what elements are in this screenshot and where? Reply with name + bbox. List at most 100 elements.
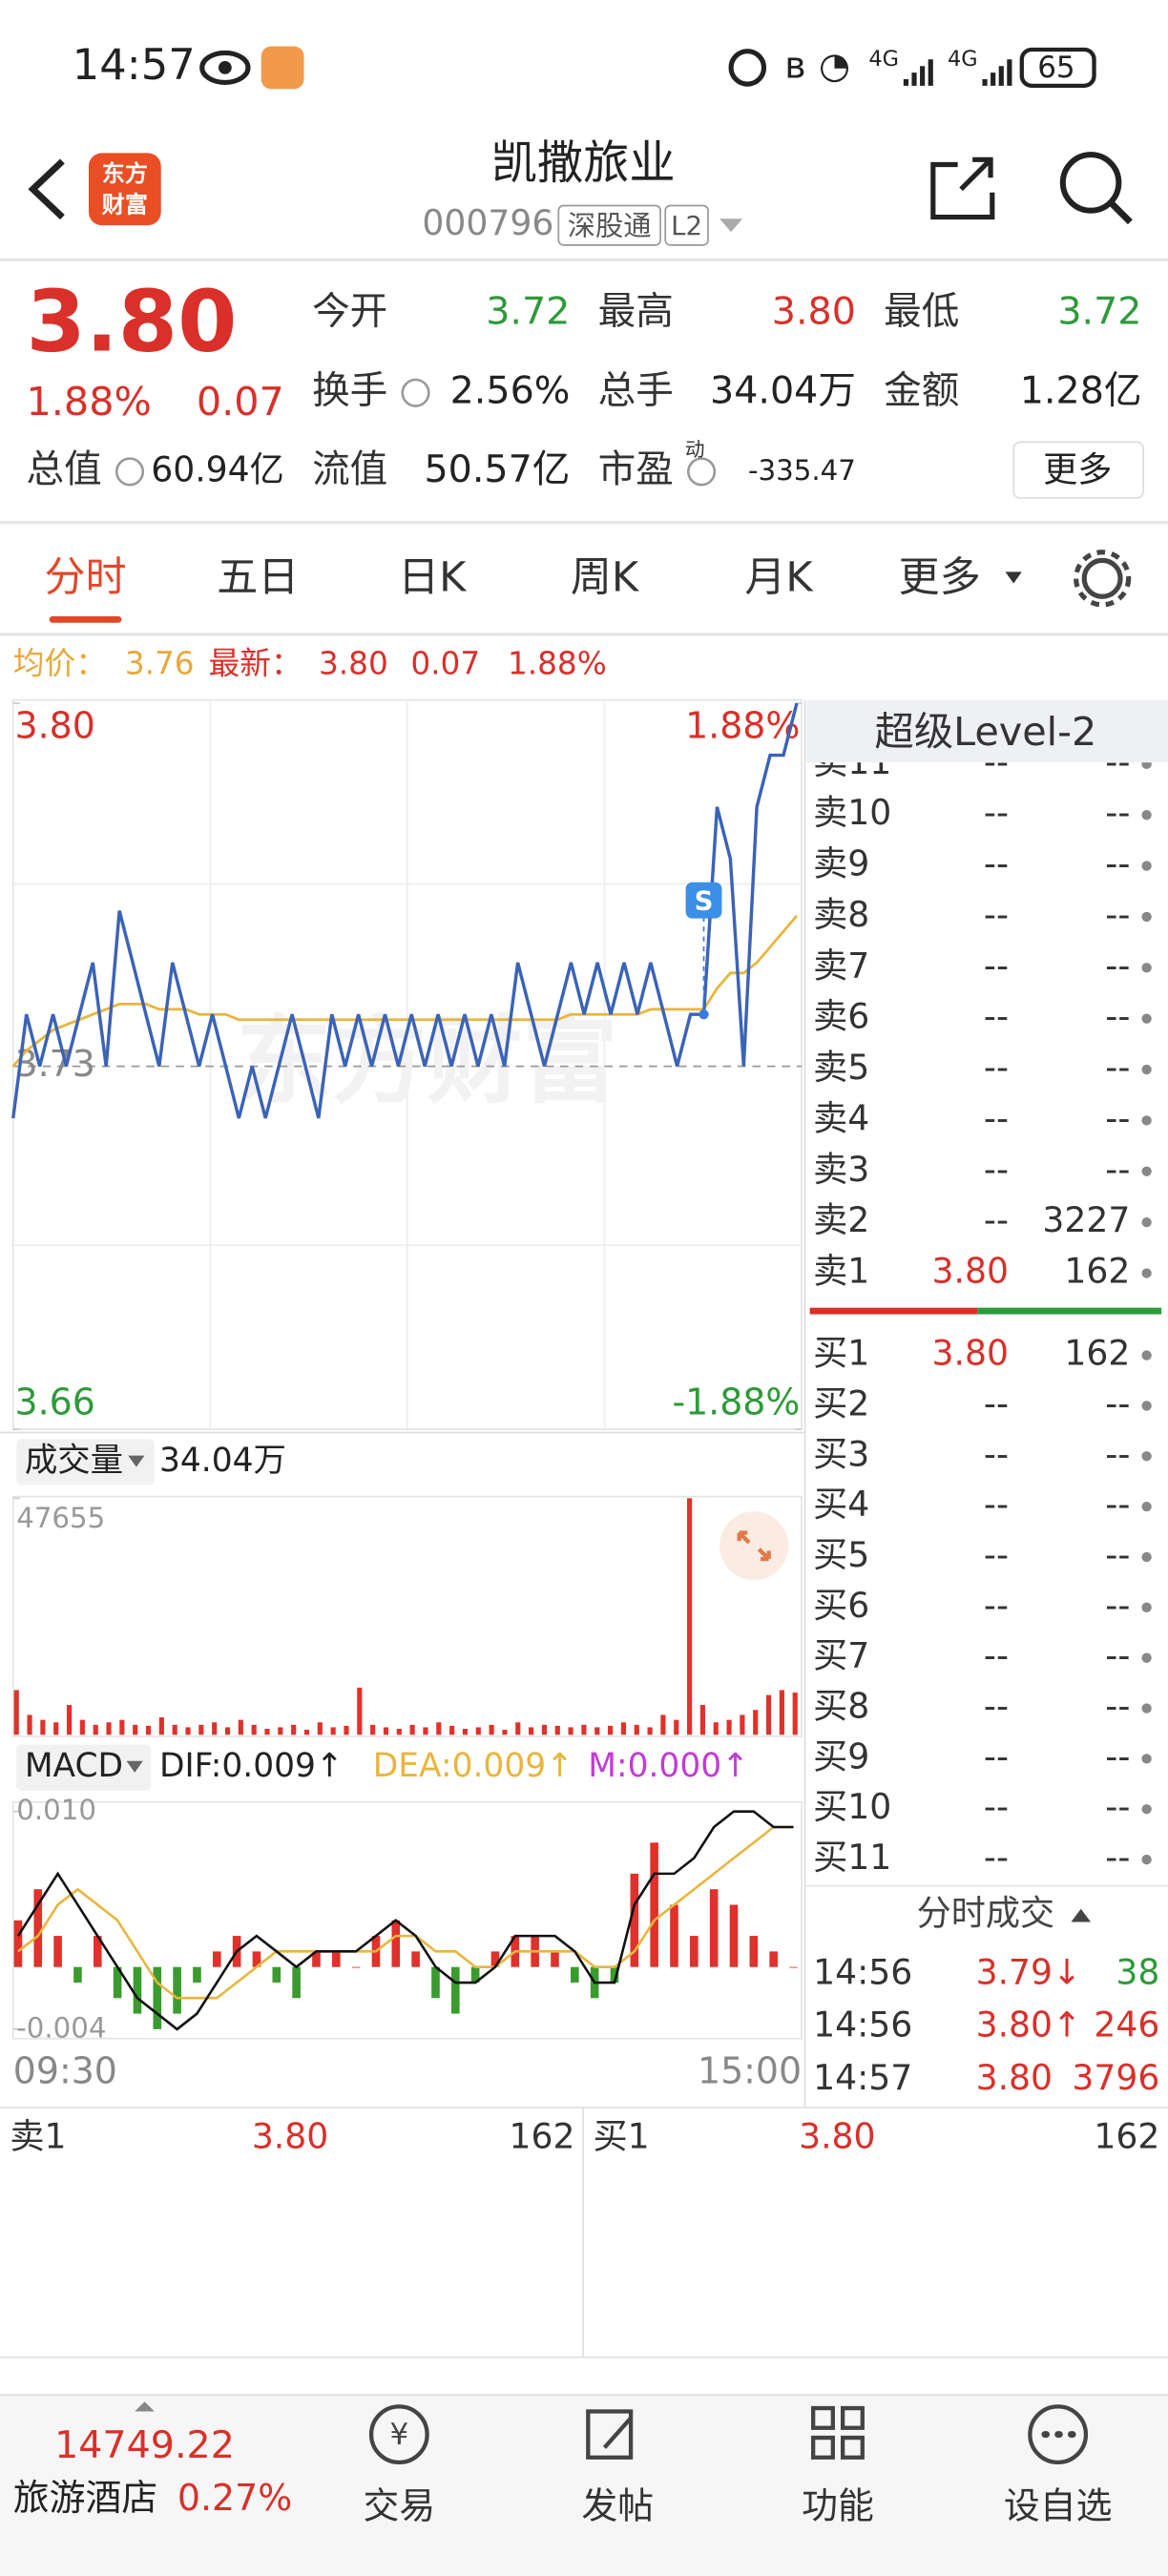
macd-bar — [789, 1966, 798, 1968]
expand-button[interactable] — [720, 1511, 789, 1581]
volume-bar — [475, 1727, 481, 1735]
volume-bar — [158, 1717, 164, 1735]
tab[interactable]: 月K — [744, 554, 814, 602]
field-value: 50.57亿 — [424, 447, 570, 491]
dif-line — [16, 1810, 794, 2031]
book-label: 买6 — [813, 1585, 869, 1626]
book-label: 卖10 — [813, 792, 891, 833]
nav-item[interactable]: 交易 — [363, 2485, 435, 2527]
book-price: -- — [984, 843, 1009, 884]
book-price: -- — [984, 1199, 1009, 1240]
book-label: 买11 — [813, 1837, 891, 1878]
trades: 14:56 3.79↓ 38 14:56 3.80↑ 246 14:57 3.80 3796 — [813, 1952, 1159, 2098]
macd-selector[interactable] — [16, 1744, 152, 1791]
field-value: 34.04万 — [710, 368, 856, 412]
level2-title[interactable]: 超级Level-2 — [875, 709, 1097, 755]
book-price: -- — [984, 1047, 1009, 1088]
search-handle — [1108, 199, 1133, 225]
field-label: 最低 — [884, 290, 959, 334]
book-label: 买2 — [813, 1382, 869, 1423]
field-label: 总值 — [27, 447, 102, 491]
volume-bar — [740, 1714, 745, 1735]
book-dot — [1141, 861, 1152, 871]
volume-bar — [753, 1710, 759, 1735]
volume-bar — [502, 1730, 508, 1735]
search-button[interactable] — [1059, 152, 1122, 214]
y2-tick-label: 1.88% — [685, 704, 800, 746]
summary-label: 卖1 — [10, 2116, 66, 2157]
nav-item[interactable]: 设自选 — [1004, 2485, 1113, 2527]
y-tick-label: 3.80 — [14, 704, 94, 746]
index-change[interactable]: 0.27% — [177, 2477, 292, 2519]
settings-gear — [1074, 550, 1132, 608]
tab[interactable]: 更多 — [899, 554, 981, 602]
volume-bar — [541, 1724, 548, 1735]
marker-label[interactable]: S — [695, 885, 714, 916]
latest-change-pct: 1.88% — [508, 646, 607, 682]
book-label: 买10 — [813, 1786, 891, 1827]
dropdown-arrow[interactable] — [720, 218, 743, 233]
field-label: 今开 — [312, 290, 387, 334]
price-line — [11, 702, 799, 1119]
back-button[interactable] — [28, 158, 65, 220]
logo[interactable] — [88, 153, 161, 226]
marker-badge[interactable] — [685, 882, 722, 919]
index-name[interactable]: 旅游酒店 — [13, 2477, 157, 2519]
nav-item[interactable]: 发帖 — [581, 2485, 654, 2527]
book-dot — [1141, 1350, 1152, 1361]
volume-bar — [554, 1725, 560, 1735]
field-value: 3.72 — [1057, 290, 1141, 334]
book-label: 卖11 — [813, 741, 891, 782]
volume-bar — [251, 1724, 257, 1735]
tab[interactable]: 分时 — [44, 554, 126, 602]
tab[interactable]: 五日 — [217, 554, 299, 602]
more-button-label[interactable]: 更多 — [1043, 448, 1112, 489]
nav-item[interactable]: 功能 — [802, 2485, 874, 2527]
volume-bar — [330, 1727, 336, 1735]
dropdown-arrow[interactable] — [1005, 571, 1022, 584]
volume-frame — [11, 1495, 803, 1737]
volume-bar — [198, 1724, 204, 1735]
book-volume: 162 — [1064, 1251, 1130, 1292]
trade-time: 14:56 — [813, 2005, 912, 2046]
volume-bar — [53, 1722, 59, 1735]
info-icon[interactable] — [115, 457, 145, 487]
expand-arrow[interactable] — [135, 2401, 155, 2412]
book-price: -- — [984, 1484, 1009, 1525]
book-volume: -- — [1105, 1382, 1130, 1423]
bluetooth-icon: ʙ — [784, 44, 805, 86]
book-dot — [1141, 1551, 1152, 1563]
index-value[interactable]: 14749.22 — [54, 2423, 235, 2467]
tab[interactable]: 周K — [571, 554, 640, 602]
macd-bar — [630, 1873, 639, 1967]
macd-bar — [431, 1966, 440, 1999]
macd-frame — [11, 1800, 803, 2040]
bid-ask-bar — [809, 1307, 978, 1315]
volume-bar — [660, 1714, 666, 1735]
level2-header[interactable] — [806, 699, 1168, 763]
settings-button[interactable] — [1081, 557, 1123, 599]
volume-chart: 47655 — [12, 1497, 798, 1735]
volume-bar — [765, 1694, 772, 1735]
network-label: 4G — [948, 47, 978, 72]
info-icon[interactable] — [401, 378, 430, 407]
volume-label[interactable]: 成交量 — [25, 1442, 123, 1480]
more-button[interactable] — [1012, 441, 1145, 499]
volume-bar — [423, 1727, 428, 1735]
price: 3.80 — [27, 272, 238, 371]
volume-bar — [145, 1725, 152, 1735]
latest-value: 3.80 — [319, 646, 388, 682]
info-icon[interactable] — [687, 457, 717, 487]
volume-bar — [212, 1722, 218, 1735]
volume-selector[interactable] — [16, 1439, 155, 1485]
macd-label[interactable]: MACD — [25, 1747, 123, 1785]
share-button[interactable] — [930, 156, 995, 220]
macd-bar — [153, 1966, 162, 2029]
trade-price: 3.80↑ — [976, 2005, 1082, 2046]
book-label: 卖3 — [813, 1149, 869, 1190]
book-dot — [1141, 1804, 1152, 1815]
trade-time: 14:56 — [813, 1952, 912, 1993]
tab[interactable]: 日K — [398, 554, 468, 602]
collapse-arrow[interactable] — [1071, 1908, 1092, 1922]
trades-title[interactable]: 分时成交 — [917, 1893, 1055, 1934]
